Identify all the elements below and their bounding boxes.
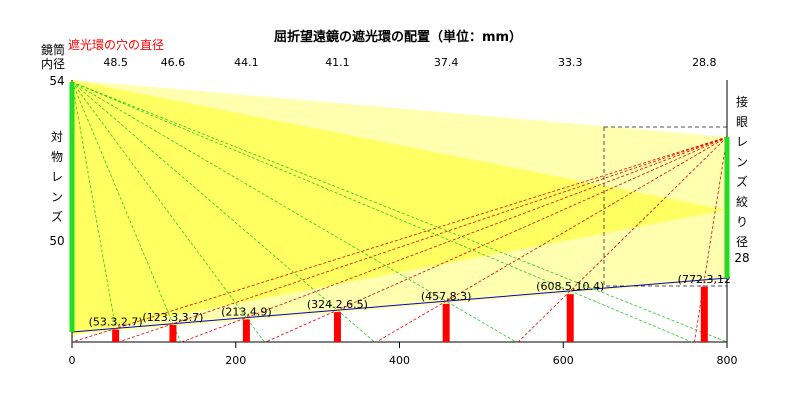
hole-diameter-value: 37.4: [434, 56, 459, 69]
vertical-char: 対: [51, 130, 63, 144]
hole-diameter-value: 44.1: [234, 56, 259, 69]
baffle-bar: [112, 329, 120, 342]
tube-diameter-value: 54: [49, 74, 64, 88]
vertical-char: レ: [51, 170, 63, 184]
baffle-coordinate-label: (213,4.9): [221, 305, 272, 318]
baffle-coordinate-label: (123.3,3.7): [142, 311, 203, 324]
green-ray: [71, 81, 728, 343]
vertical-char: ズ: [51, 209, 63, 224]
light-cone-upper: [72, 80, 727, 210]
field-stop-box: [603, 126, 728, 287]
x-tick-label: 800: [717, 354, 738, 367]
objective-diameter-value: 50: [49, 234, 64, 248]
red-ray: [376, 136, 728, 343]
ray-lines: [71, 81, 728, 343]
baffle-bar: [700, 286, 708, 342]
baffle-coordinate-label: (457,8.3): [421, 290, 472, 303]
vertical-char: 物: [51, 150, 63, 164]
baffle-coordinate-label: (772.3,12: [678, 273, 731, 286]
hole-diameter-value: 28.8: [692, 56, 717, 69]
red-ray: [72, 136, 728, 343]
baffle-group: (53.3,2.7) (123.3,3.7) (213,4.9) (324.2,6.5…: [89, 273, 731, 342]
vertical-char: 径: [736, 235, 748, 249]
red-ray: [265, 136, 728, 343]
green-ray: [71, 81, 693, 343]
hole-diameter-value: 33.3: [558, 56, 583, 69]
vertical-char: ズ: [736, 174, 748, 189]
hole-label-group: 48.5 46.6 44.1 41.1 37.4 33.3 28.8: [103, 56, 716, 69]
green-ray: [71, 81, 517, 343]
red-ray: [118, 136, 728, 343]
red-ray: [181, 136, 728, 343]
hole-diameter-value: 46.6: [161, 56, 186, 69]
vertical-char: り: [736, 215, 748, 229]
x-tick-label: 400: [389, 354, 410, 367]
hole-diameter-header: 遮光環の穴の直径: [68, 37, 164, 52]
green-ray: [71, 81, 181, 343]
diagram-title: 屈折望遠鏡の遮光環の配置（単位：mm）: [274, 29, 522, 45]
red-ray: [694, 136, 728, 343]
tube-diameter-label-top: 鏡筒: [41, 42, 65, 57]
baffle-coordinate-label: (608.5,10.4): [536, 280, 604, 293]
x-tick-group: 0 200 400 600 800: [69, 342, 738, 367]
baffle-bar: [442, 303, 450, 342]
baffle-bar: [566, 294, 574, 342]
eyepiece-stop-label: 接眼レンズ絞り径: [736, 94, 748, 249]
vertical-char: 眼: [736, 115, 748, 129]
baffle-bar: [242, 319, 250, 342]
green-ray: [71, 81, 119, 343]
green-ray: [71, 81, 265, 343]
baffle-coordinate-label: (53.3,2.7): [89, 316, 143, 329]
vertical-char: 絞: [736, 194, 748, 209]
x-tick-label: 600: [553, 354, 574, 367]
baffle-coordinate-label: (324.2,6.5): [307, 298, 368, 311]
vertical-char: レ: [736, 135, 748, 149]
eyepiece-stop-value: 28: [734, 251, 749, 265]
vertical-char: ン: [736, 155, 748, 169]
baffle-bar: [333, 312, 341, 342]
objective-lens-label: 対物レンズ: [51, 130, 63, 224]
green-ray: [71, 81, 375, 343]
vertical-char: ン: [51, 190, 63, 204]
x-tick-label: 0: [69, 354, 76, 367]
vertical-char: 接: [736, 94, 748, 109]
x-tick-label: 200: [225, 354, 246, 367]
baffle-bar: [169, 324, 177, 342]
red-ray: [517, 136, 728, 343]
tube-diameter-label-bottom: 内径: [41, 57, 65, 71]
hole-diameter-value: 48.5: [103, 56, 128, 69]
hole-diameter-value: 41.1: [325, 56, 350, 69]
baffle-tip-line: [71, 277, 728, 333]
light-cone-inner: [72, 80, 727, 335]
